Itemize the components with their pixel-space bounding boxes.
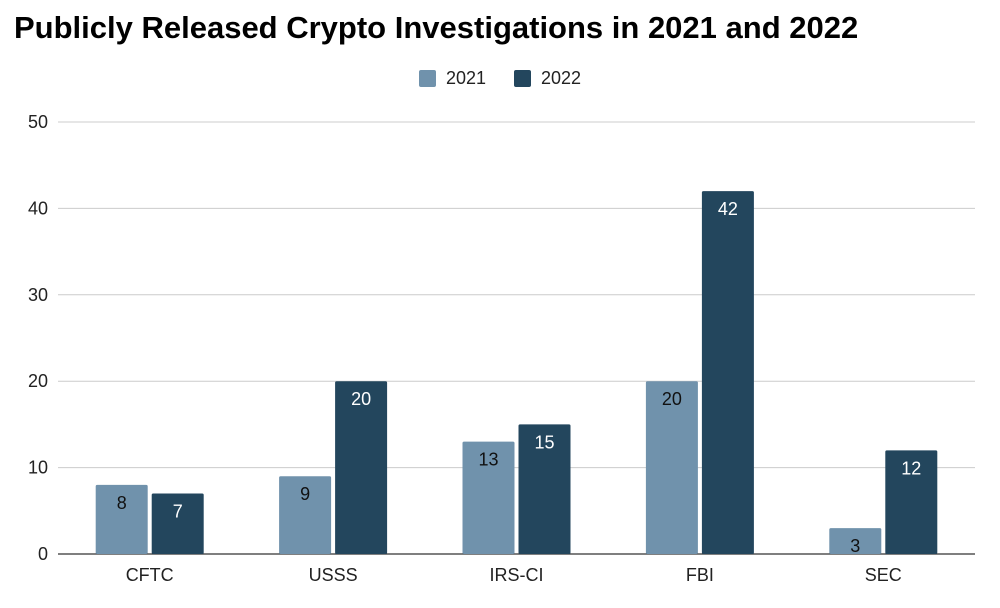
x-tick-label-sec: SEC [865,565,902,585]
legend-item-2022: 2022 [514,68,581,89]
bar-irs-ci-2021 [462,441,515,554]
legend-item-2021: 2021 [418,68,486,89]
data-label-cftc-2021: 8 [117,493,127,513]
x-tick-label-irs-ci: IRS-CI [490,565,544,585]
data-label-sec-2021: 3 [850,536,860,556]
y-tick-label-0: 0 [38,544,48,564]
y-tick-label-20: 20 [28,371,48,391]
y-tick-label-10: 10 [28,458,48,478]
bar-sec-2021 [829,528,882,554]
bar-irs-ci-2022 [518,424,571,554]
y-tick-label-50: 50 [28,112,48,132]
y-tick-label-40: 40 [28,198,48,218]
x-tick-label-usss: USSS [309,565,358,585]
data-label-cftc-2022: 7 [173,502,183,522]
bar-fbi-2022 [701,191,754,554]
legend-swatch-2022 [514,70,531,87]
bar-fbi-2021 [645,381,698,554]
chart-title: Publicly Released Crypto Investigations … [14,10,859,45]
data-label-usss-2022: 20 [351,389,371,409]
y-tick-label-30: 30 [28,285,48,305]
bar-usss-2022 [335,381,388,554]
legend: 2021 2022 [0,68,1000,89]
bar-usss-2021 [279,476,332,554]
data-label-irs-ci-2022: 15 [534,432,554,452]
legend-swatch-2021 [418,70,436,87]
legend-label-2021: 2021 [445,68,486,88]
data-label-fbi-2021: 20 [662,389,682,409]
bar-cftc-2021 [95,484,148,554]
data-label-irs-ci-2021: 13 [478,450,498,470]
legend-label-2022: 2022 [541,68,582,88]
bar-cftc-2022 [151,493,204,554]
x-tick-label-fbi: FBI [686,565,714,585]
data-label-usss-2021: 9 [300,484,310,504]
data-label-fbi-2022: 42 [718,199,738,219]
data-label-sec-2022: 12 [901,458,921,478]
bar-sec-2022 [885,450,938,554]
x-tick-label-cftc: CFTC [126,565,174,585]
